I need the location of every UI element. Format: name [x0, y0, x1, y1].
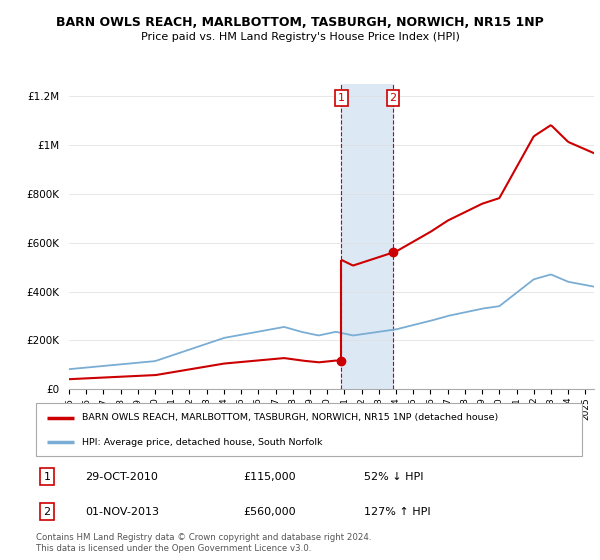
Text: 52% ↓ HPI: 52% ↓ HPI — [364, 472, 423, 482]
Text: 1: 1 — [338, 93, 345, 102]
Text: HPI: Average price, detached house, South Norfolk: HPI: Average price, detached house, Sout… — [82, 437, 323, 446]
Bar — [341, 84, 393, 389]
Text: Contains HM Land Registry data © Crown copyright and database right 2024.
This d: Contains HM Land Registry data © Crown c… — [36, 533, 371, 553]
Text: BARN OWLS REACH, MARLBOTTOM, TASBURGH, NORWICH, NR15 1NP: BARN OWLS REACH, MARLBOTTOM, TASBURGH, N… — [56, 16, 544, 29]
Text: 127% ↑ HPI: 127% ↑ HPI — [364, 507, 430, 517]
Text: 1: 1 — [43, 472, 50, 482]
Text: 01-NOV-2013: 01-NOV-2013 — [85, 507, 159, 517]
Text: Price paid vs. HM Land Registry's House Price Index (HPI): Price paid vs. HM Land Registry's House … — [140, 32, 460, 43]
Text: 2: 2 — [389, 93, 397, 102]
Text: £115,000: £115,000 — [244, 472, 296, 482]
Text: 29-OCT-2010: 29-OCT-2010 — [85, 472, 158, 482]
Text: £560,000: £560,000 — [244, 507, 296, 517]
Text: BARN OWLS REACH, MARLBOTTOM, TASBURGH, NORWICH, NR15 1NP (detached house): BARN OWLS REACH, MARLBOTTOM, TASBURGH, N… — [82, 413, 499, 422]
Text: 2: 2 — [43, 507, 50, 517]
